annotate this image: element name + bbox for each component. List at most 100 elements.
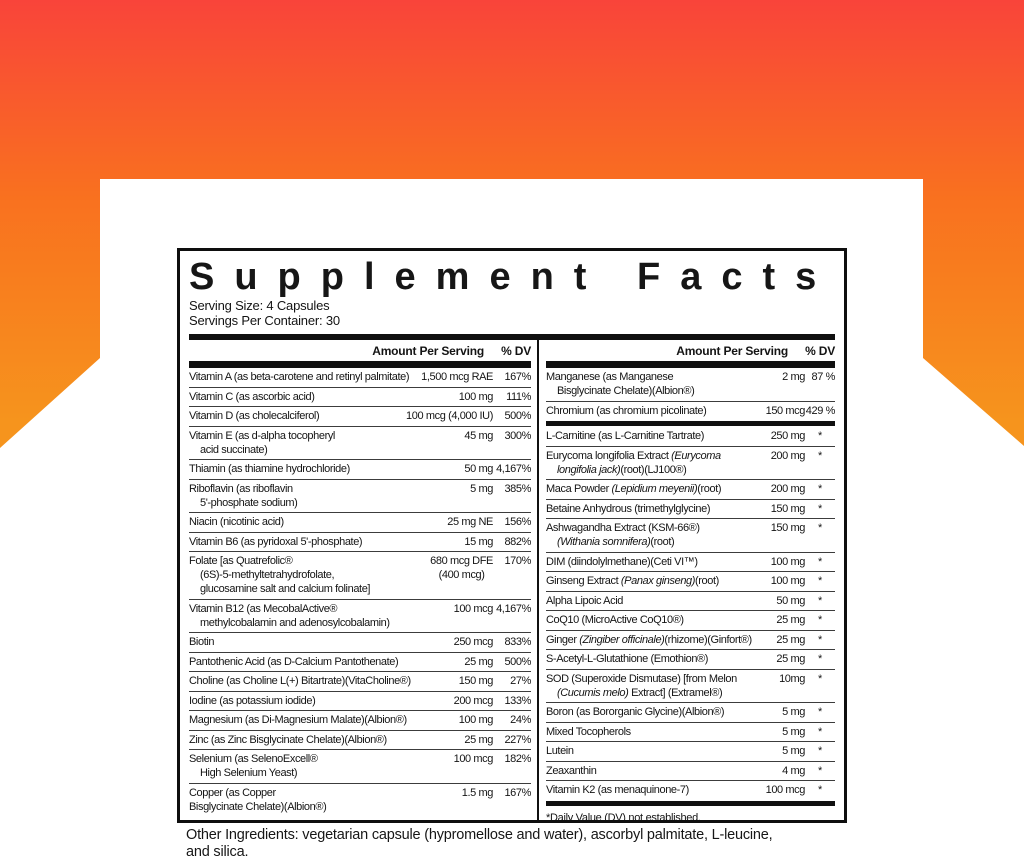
- ingredient-name: Vitamin A (as beta-carotene and retinyl …: [189, 371, 410, 383]
- top-divider-bar: [189, 334, 835, 340]
- ingredient-name: Manganese (as Manganese Bisglycinate Che…: [546, 371, 695, 397]
- ingredient-row: Vitamin C (as ascorbic acid) 100 mg 111%: [189, 386, 531, 407]
- amount-per-serving: 100 mg: [458, 714, 494, 726]
- daily-value: 500%: [504, 410, 531, 422]
- amount-per-serving: 5 mg: [782, 706, 805, 718]
- ingredient-row: Ginger (Zingiber officinale)(rhizome)(Gi…: [546, 629, 835, 650]
- amount-per-serving: 50 mg: [464, 463, 493, 475]
- ingredient-row: Boron (as Bororganic Glycine)(Albion®) 5 …: [546, 702, 835, 722]
- daily-value: *: [818, 502, 822, 515]
- amount-per-serving: 15 mg: [464, 535, 493, 548]
- daily-value: 4,167%: [496, 463, 531, 475]
- ingredient-row: Copper (as Copper Bisglycinate Chelate)(…: [189, 782, 531, 817]
- ingredient-name: Vitamin B12 (as MecobalActive® methylcob…: [189, 602, 390, 629]
- amount-per-serving: 100 mcg: [453, 602, 494, 615]
- section-divider-bar: [546, 421, 835, 426]
- amount-per-serving: 250 mcg: [453, 636, 494, 648]
- daily-value: *: [818, 633, 822, 646]
- ingredient-name: Ginger (Zingiber officinale)(rhizome)(Gi…: [546, 633, 752, 646]
- ingredient-row: Biotin 250 mcg 833%: [189, 632, 531, 652]
- servings-per-container: Servings Per Container: 30: [189, 313, 340, 328]
- ingredient-name: SOD (Superoxide Dismutase) [from Melon (…: [546, 672, 737, 699]
- daily-value: *: [818, 614, 822, 626]
- ingredient-row: Ginseng Extract (Panax ginseng)(root) 100…: [546, 571, 835, 591]
- ingredient-name: Magnesium (as Di-Magnesium Malate)(Albio…: [189, 714, 407, 726]
- serving-size: Serving Size: 4 Capsules: [189, 298, 330, 313]
- ingredient-row: Vitamin K2 (as menaquinone-7) 100 mcg *: [546, 780, 835, 800]
- amount-per-serving: 45 mg: [464, 429, 493, 442]
- amount-per-serving: 100 mg: [458, 390, 494, 403]
- ingredient-row: Selenium (as SelenoExcell® High Selenium…: [189, 749, 531, 783]
- amount-per-serving-header: Amount Per Serving: [676, 344, 788, 358]
- ingredient-name: Pantothenic Acid (as D-Calcium Pantothen…: [189, 655, 399, 668]
- ingredient-row: SOD (Superoxide Dismutase) [from Melon (…: [546, 668, 835, 703]
- amount-per-serving: 25 mg: [464, 655, 493, 668]
- right-ingredient-rows: Manganese (as Manganese Bisglycinate Che…: [546, 368, 835, 807]
- daily-value: *: [818, 745, 822, 757]
- ingredient-name: Boron (as Bororganic Glycine)(Albion®): [546, 706, 725, 718]
- ingredient-row: Vitamin E (as d-alpha tocopheryl acid su…: [189, 425, 531, 460]
- ingredient-name: Vitamin B6 (as pyridoxal 5'-phosphate): [189, 535, 363, 548]
- daily-value: 429 %: [805, 404, 836, 417]
- ingredient-name: Choline (as Choline L(+) Bitartrate)(Vit…: [189, 675, 411, 687]
- ingredient-row: Magnesium (as Di-Magnesium Malate)(Albio…: [189, 710, 531, 730]
- left-ingredient-rows: Vitamin A (as beta-carotene and retinyl …: [189, 368, 531, 816]
- ingredient-name: Selenium (as SelenoExcell® High Selenium…: [189, 753, 318, 779]
- header-bar: [546, 361, 835, 368]
- ingredient-row: Eurycoma longifolia Extract (Eurycoma lo…: [546, 445, 835, 480]
- daily-value: 87 %: [811, 371, 836, 383]
- amount-per-serving: 200 mcg: [453, 694, 494, 707]
- ingredient-name: Vitamin C (as ascorbic acid): [189, 390, 315, 403]
- daily-value: *: [818, 706, 822, 718]
- ingredient-name: CoQ10 (MicroActive CoQ10®): [546, 614, 684, 626]
- amount-per-serving: 100 mcg: [453, 753, 494, 765]
- right-column: Amount Per Serving % DV Manganese (as Ma…: [539, 340, 835, 820]
- right-column-header: Amount Per Serving % DV: [546, 340, 835, 361]
- daily-value: *: [818, 522, 822, 534]
- amount-per-serving: 150 mcg: [765, 404, 806, 417]
- daily-value: *: [818, 594, 822, 607]
- other-ingredients: Other Ingredients: vegetarian capsule (h…: [186, 827, 773, 860]
- ingredient-name: Mixed Tocopherols: [546, 725, 631, 738]
- ingredient-row: Vitamin A (as beta-carotene and retinyl …: [189, 368, 531, 387]
- amount-per-serving: 100 mg: [770, 575, 806, 587]
- ingredient-name: Iodine (as potassium iodide): [189, 694, 316, 707]
- ingredient-row: S-Acetyl-L-Glutathione (Emothion®) 25 mg *: [546, 649, 835, 669]
- ingredient-row: Lutein 5 mg *: [546, 741, 835, 761]
- ingredient-name: Thiamin (as thiamine hydrochloride): [189, 463, 350, 475]
- ingredient-name: Maca Powder (Lepidium meyenii)(root): [546, 483, 722, 495]
- daily-value: 167%: [504, 786, 531, 799]
- daily-value: *: [818, 575, 822, 587]
- ingredient-row: Riboflavin (as riboflavin 5'-phosphate s…: [189, 478, 531, 513]
- daily-value: *: [818, 725, 822, 738]
- ingredient-row: Pantothenic Acid (as D-Calcium Pantothen…: [189, 651, 531, 672]
- amount-per-serving: 25 mg: [776, 633, 805, 646]
- column-divider: [537, 340, 539, 820]
- ingredient-row: Ashwagandha Extract (KSM-66®) (Withania …: [546, 518, 835, 552]
- daily-value: *: [818, 449, 822, 462]
- daily-value-footnote: *Daily Value (DV) not established.: [546, 811, 701, 823]
- amount-per-serving: 25 mg NE: [447, 516, 493, 528]
- amount-per-serving: 5 mg: [782, 745, 805, 757]
- ingredient-name: Chromium (as chromium picolinate): [546, 404, 707, 417]
- amount-per-serving: 200 mg: [770, 449, 806, 462]
- ingredient-name: DIM (diindolylmethane)(Ceti VI™): [546, 555, 698, 568]
- header-bar: [189, 361, 531, 368]
- facts-columns: Amount Per Serving % DV Vitamin A (as be…: [189, 340, 835, 820]
- ingredient-row: Folate [as Quatrefolic® (6S)-5-methyltet…: [189, 551, 531, 599]
- daily-value: 500%: [504, 655, 531, 668]
- ingredient-name: Ashwagandha Extract (KSM-66®) (Withania …: [546, 522, 700, 548]
- ingredient-name: Betaine Anhydrous (trimethylglycine): [546, 502, 711, 515]
- ingredient-row: CoQ10 (MicroActive CoQ10®) 25 mg *: [546, 610, 835, 630]
- ingredient-name: Riboflavin (as riboflavin 5'-phosphate s…: [189, 482, 298, 509]
- amount-per-serving: 250 mg: [770, 430, 806, 442]
- amount-per-serving: 1.5 mg: [461, 786, 494, 799]
- ingredient-name: Vitamin D (as cholecalciferol): [189, 410, 320, 422]
- ingredient-name: Copper (as Copper Bisglycinate Chelate)(…: [189, 786, 327, 813]
- ingredient-name: Zinc (as Zinc Bisglycinate Chelate)(Albi…: [189, 733, 387, 746]
- daily-value: 24%: [510, 714, 531, 726]
- daily-value: 111%: [506, 390, 531, 403]
- daily-value: *: [818, 672, 822, 685]
- amount-per-serving: 100 mcg: [765, 784, 806, 796]
- daily-value: 882%: [504, 535, 531, 548]
